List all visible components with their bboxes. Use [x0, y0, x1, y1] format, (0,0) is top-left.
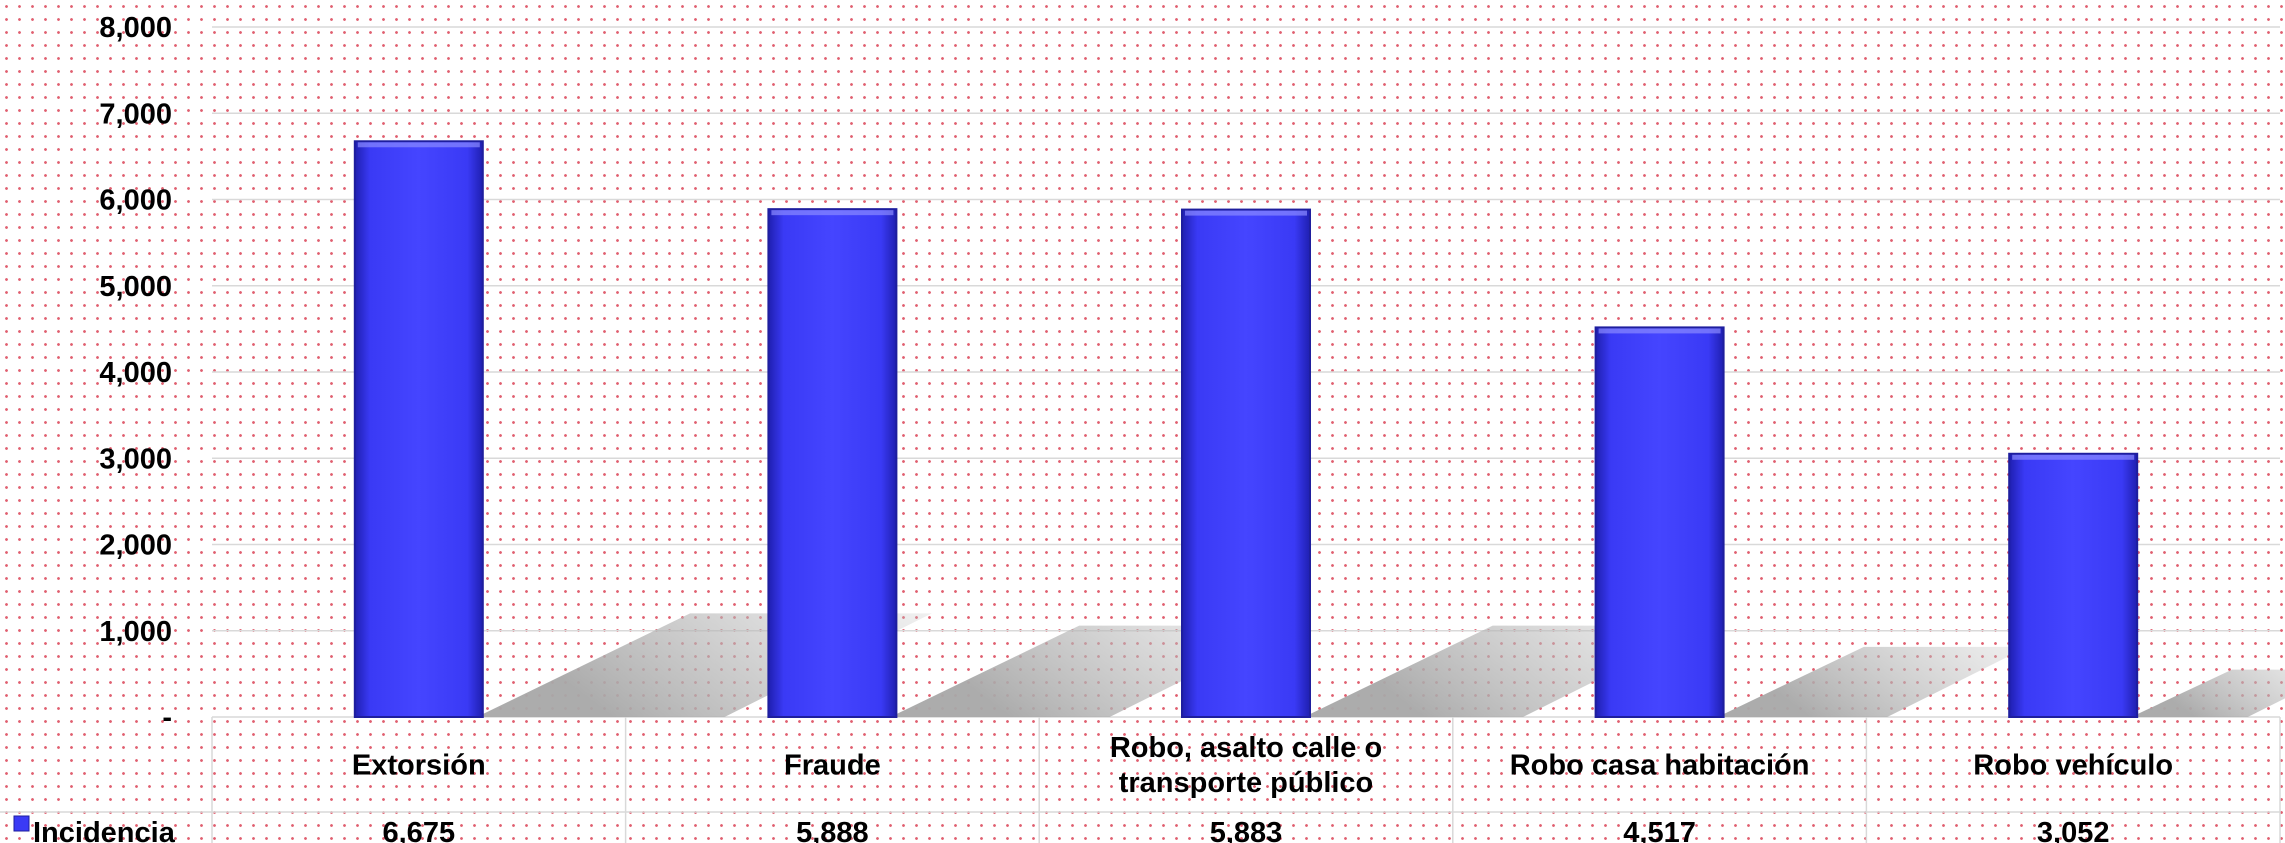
legend-swatch	[14, 816, 29, 831]
value-label: 3,052	[2037, 817, 2110, 843]
bar	[1596, 327, 1724, 717]
category-label: Fraude	[784, 750, 881, 782]
bar-shadow	[2131, 670, 2285, 717]
y-tick-label: 6,000	[99, 185, 172, 217]
value-label: 6,675	[383, 817, 456, 843]
y-tick-label: 8,000	[99, 12, 172, 44]
bar-bevel	[358, 142, 480, 147]
bar-bevel	[771, 210, 893, 215]
bar-bevel	[1185, 211, 1307, 216]
bar-shadow	[1718, 647, 2028, 717]
legend: Incidencia	[14, 816, 176, 843]
y-tick-label: 1,000	[99, 616, 172, 648]
value-labels: 6,675 5,888 5,883 4,517 3,052	[383, 817, 2110, 843]
bar-bevel	[2012, 455, 2134, 460]
bar	[768, 209, 896, 717]
category-label: Robo, asalto calle o transporte público	[1110, 732, 1382, 799]
legend-label: Incidencia	[33, 817, 176, 843]
value-label: 5,888	[796, 817, 869, 843]
y-tick-label: 5,000	[99, 271, 172, 303]
y-axis-ticks: - 1,000 2,000 3,000 4,000 5,000 6,000 7,000 8,00…	[99, 12, 172, 734]
y-tick-label: 3,000	[99, 443, 172, 475]
y-tick-label: 4,000	[99, 357, 172, 389]
category-label: Robo casa habitación	[1510, 750, 1810, 782]
bar	[1182, 210, 1310, 717]
y-tick-label: 7,000	[99, 98, 172, 130]
bar	[355, 141, 483, 717]
bar	[2009, 454, 2137, 717]
bar-bevel	[1599, 328, 1721, 333]
value-label: 5,883	[1210, 817, 1283, 843]
category-label: Robo vehículo	[1973, 750, 2173, 782]
value-label: 4,517	[1623, 817, 1696, 843]
category-label: Extorsión	[352, 750, 486, 782]
y-tick-label: -	[162, 702, 172, 734]
y-tick-label: 2,000	[99, 530, 172, 562]
